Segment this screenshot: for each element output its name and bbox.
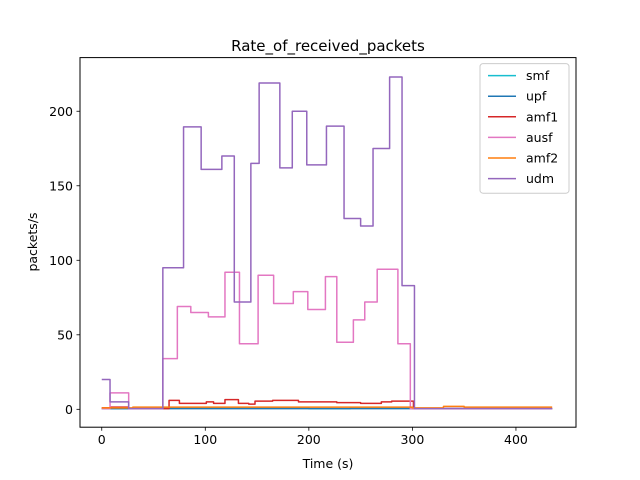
legend: smf upf amf1 ausf amf2 udm: [479, 63, 570, 194]
series-line-udm: [101, 76, 553, 410]
series-layer: [101, 76, 553, 410]
y-tick-label: 0: [65, 402, 73, 417]
series-line-amf1: [101, 398, 553, 410]
x-axis-label: Time (s): [302, 456, 354, 471]
x-tick-label: 300: [400, 432, 424, 447]
chart-title: Rate_of_received_packets: [231, 37, 425, 56]
x-tick-label: 0: [98, 432, 106, 447]
y-axis: 0 50 100 150 200: [49, 104, 80, 417]
plot-area-frame: [79, 57, 577, 428]
x-tick-label: 100: [193, 432, 217, 447]
y-tick-label: 50: [57, 327, 73, 342]
series-line-ausf: [101, 268, 553, 410]
y-tick-label: 100: [49, 253, 73, 268]
legend-label-amf2: amf2: [526, 151, 558, 166]
y-tick-label: 200: [49, 104, 73, 119]
legend-label-amf1: amf1: [526, 109, 558, 124]
legend-label-udm: udm: [526, 171, 554, 186]
y-tick-label: 150: [49, 178, 73, 193]
legend-label-smf: smf: [526, 68, 550, 83]
legend-box: [479, 63, 570, 194]
x-tick-label: 400: [504, 432, 528, 447]
legend-label-ausf: ausf: [526, 130, 553, 145]
x-tick-label: 200: [297, 432, 321, 447]
x-axis: 0 100 200 300 400: [98, 427, 528, 447]
series-line-amf2: [101, 405, 553, 409]
y-axis-label: packets/s: [25, 212, 40, 271]
legend-label-upf: upf: [526, 89, 547, 104]
